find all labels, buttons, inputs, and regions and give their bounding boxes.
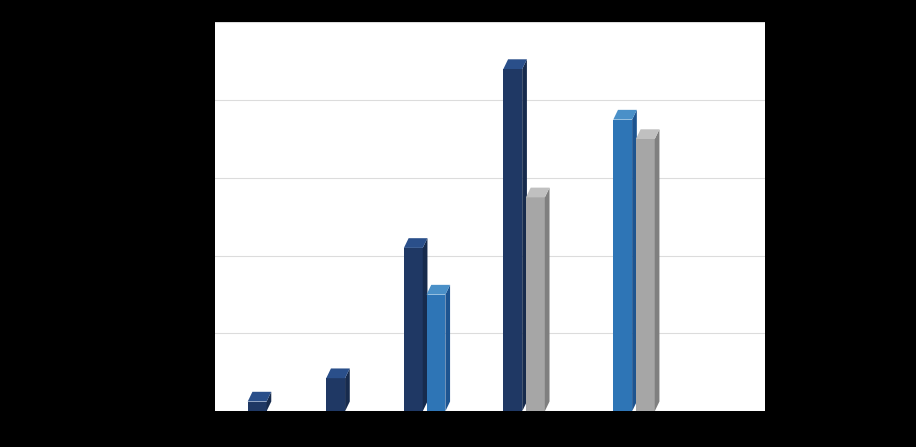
Bar [326, 378, 345, 411]
Bar [614, 119, 632, 411]
Polygon shape [504, 59, 527, 69]
Bar [247, 401, 267, 411]
Polygon shape [445, 285, 450, 411]
Polygon shape [655, 129, 660, 411]
Polygon shape [636, 129, 660, 139]
Polygon shape [545, 188, 550, 411]
Polygon shape [522, 59, 527, 411]
Polygon shape [326, 368, 350, 378]
Polygon shape [614, 110, 637, 119]
Bar [526, 198, 545, 411]
Polygon shape [267, 392, 271, 411]
Polygon shape [427, 285, 450, 295]
Polygon shape [247, 392, 271, 401]
Bar [636, 139, 655, 411]
Bar [427, 295, 445, 411]
Polygon shape [345, 368, 350, 411]
Polygon shape [404, 238, 428, 248]
Polygon shape [632, 110, 637, 411]
Polygon shape [526, 188, 550, 198]
Bar [504, 69, 522, 411]
Polygon shape [423, 238, 428, 411]
Bar [404, 248, 423, 411]
